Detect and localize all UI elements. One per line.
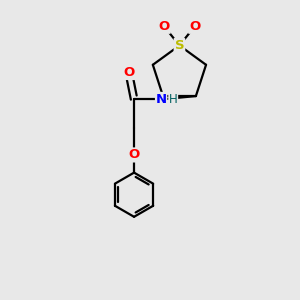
Text: O: O bbox=[128, 148, 140, 161]
Text: O: O bbox=[189, 20, 200, 33]
Text: N: N bbox=[156, 92, 167, 106]
Text: O: O bbox=[158, 20, 170, 33]
Text: S: S bbox=[175, 39, 184, 52]
Text: H: H bbox=[169, 92, 178, 106]
Text: O: O bbox=[123, 66, 134, 79]
